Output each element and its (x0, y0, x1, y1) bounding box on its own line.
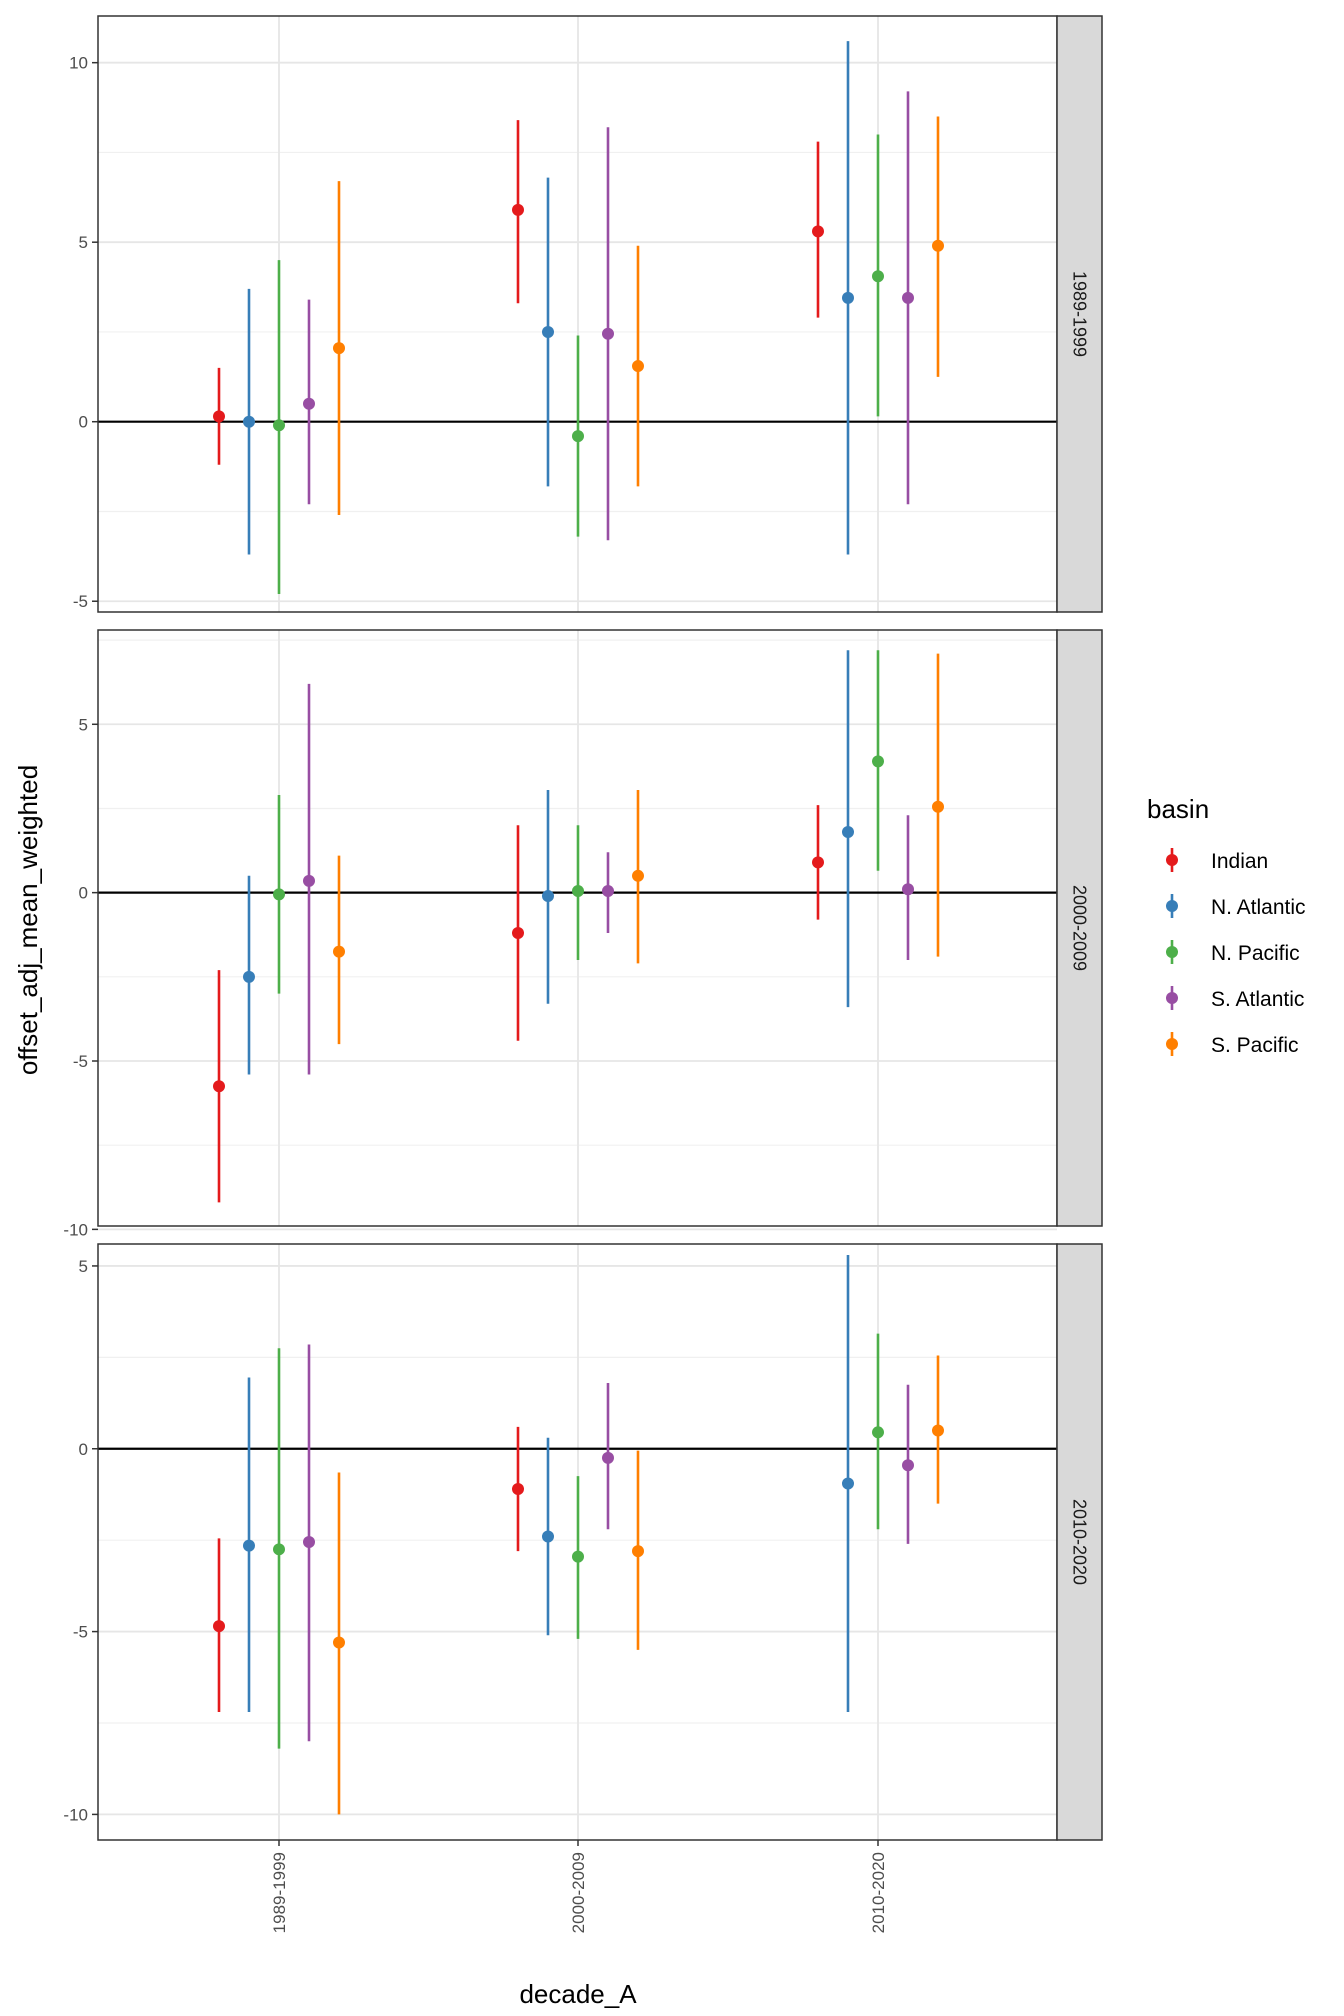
y-tick-label: 0 (79, 1440, 88, 1459)
point-s-atlantic-1989-1999 (303, 397, 315, 410)
y-axis-title: offset_adj_mean_weighted (13, 765, 43, 1075)
x-tick-label: 2010-2020 (869, 1852, 888, 1933)
y-tick-label: -5 (73, 592, 88, 611)
y-tick-label: 0 (79, 884, 88, 903)
legend-label: Indian (1211, 850, 1268, 873)
legend-key-point (1166, 946, 1178, 958)
point-indian-2000-2009 (512, 203, 524, 216)
x-tick-label: 2000-2009 (569, 1852, 588, 1933)
point-indian-1989-1999 (213, 1080, 225, 1093)
point-s-atlantic-2010-2020 (902, 883, 914, 896)
point-n-pacific-1989-1999 (273, 1543, 285, 1556)
point-n-atlantic-2010-2020 (842, 291, 854, 304)
point-n-atlantic-1989-1999 (243, 970, 255, 983)
y-tick-label: 5 (79, 1257, 88, 1276)
facet-panels: -5 0 5 10 1989-1999 -10 -5 0 5 2000-2009 -10 -5 0 5 20… (63, 15, 1103, 1841)
legend-label: N. Pacific (1211, 942, 1300, 965)
point-s-pacific-1989-1999 (333, 945, 345, 958)
point-s-pacific-2000-2009 (632, 1545, 644, 1558)
point-n-pacific-2010-2020 (872, 755, 884, 768)
point-s-atlantic-1989-1999 (303, 874, 315, 887)
point-n-atlantic-2000-2009 (542, 325, 554, 338)
point-s-pacific-2000-2009 (632, 360, 644, 373)
point-s-atlantic-2000-2009 (602, 327, 614, 340)
legend-key-point (1166, 1038, 1178, 1050)
point-indian-2000-2009 (512, 927, 524, 940)
point-n-pacific-2010-2020 (872, 270, 884, 283)
point-s-pacific-2010-2020 (932, 1424, 944, 1437)
legend-key-point (1166, 900, 1178, 912)
y-tick-label: 10 (69, 54, 88, 73)
point-indian-2010-2020 (812, 856, 824, 869)
legend-key-point (1166, 854, 1178, 866)
point-s-atlantic-2000-2009 (602, 1451, 614, 1464)
facet-panel-1989-1999: -5 0 5 10 1989-1999 (69, 15, 1103, 613)
point-n-atlantic-1989-1999 (243, 1539, 255, 1552)
facet-strip-label: 2010-2020 (1070, 1499, 1090, 1585)
facet-panel-2010-2020: -10 -5 0 5 2010-2020 (63, 1243, 1103, 1841)
y-tick-label: -5 (73, 1052, 88, 1071)
facet-panel-2000-2009: -10 -5 0 5 2000-2009 (63, 629, 1103, 1239)
legend-label: S. Pacific (1211, 1034, 1299, 1057)
legend-key-point (1166, 992, 1178, 1004)
y-tick-label: 5 (79, 233, 88, 252)
point-n-pacific-2000-2009 (572, 884, 584, 897)
point-s-atlantic-2000-2009 (602, 884, 614, 897)
x-axis: 1989-1999 2000-2009 2010-2020 (270, 1840, 888, 1933)
point-s-pacific-2010-2020 (932, 239, 944, 252)
point-n-pacific-1989-1999 (273, 419, 285, 432)
point-n-atlantic-2000-2009 (542, 890, 554, 903)
point-s-atlantic-2010-2020 (902, 1459, 914, 1472)
legend-title: basin (1147, 794, 1209, 824)
y-tick-label: -10 (63, 1805, 88, 1824)
facet-strip-label: 1989-1999 (1070, 271, 1090, 357)
point-s-pacific-2010-2020 (932, 800, 944, 813)
facet-strip (1056, 15, 1103, 613)
point-n-atlantic-1989-1999 (243, 415, 255, 428)
point-s-pacific-1989-1999 (333, 342, 345, 355)
facet-strip (1056, 1243, 1103, 1841)
point-indian-2010-2020 (812, 225, 824, 238)
legend-label: S. Atlantic (1211, 988, 1304, 1011)
point-n-atlantic-2010-2020 (842, 1477, 854, 1490)
facet-strip-label: 2000-2009 (1070, 885, 1090, 971)
point-indian-1989-1999 (213, 410, 225, 423)
legend: basin Indian N. Atlantic N. Pacific S. Atla… (1147, 794, 1306, 1057)
point-s-pacific-2000-2009 (632, 869, 644, 882)
y-tick-label: 0 (79, 413, 88, 432)
y-tick-label: -10 (63, 1220, 88, 1239)
point-n-atlantic-2010-2020 (842, 826, 854, 839)
point-indian-2000-2009 (512, 1482, 524, 1495)
x-tick-label: 1989-1999 (270, 1852, 289, 1933)
point-n-pacific-2000-2009 (572, 430, 584, 443)
point-s-atlantic-2010-2020 (902, 291, 914, 304)
point-s-pacific-1989-1999 (333, 1636, 345, 1649)
point-n-atlantic-2000-2009 (542, 1530, 554, 1543)
point-n-pacific-1989-1999 (273, 888, 285, 901)
x-axis-title: decade_A (519, 1979, 637, 2009)
point-s-atlantic-1989-1999 (303, 1536, 315, 1548)
facet-strip (1056, 629, 1103, 1227)
point-n-pacific-2000-2009 (572, 1550, 584, 1563)
point-indian-1989-1999 (213, 1620, 225, 1633)
point-n-pacific-2010-2020 (872, 1426, 884, 1439)
y-tick-label: 5 (79, 715, 88, 734)
y-tick-label: -5 (73, 1623, 88, 1642)
legend-label: N. Atlantic (1211, 896, 1306, 919)
